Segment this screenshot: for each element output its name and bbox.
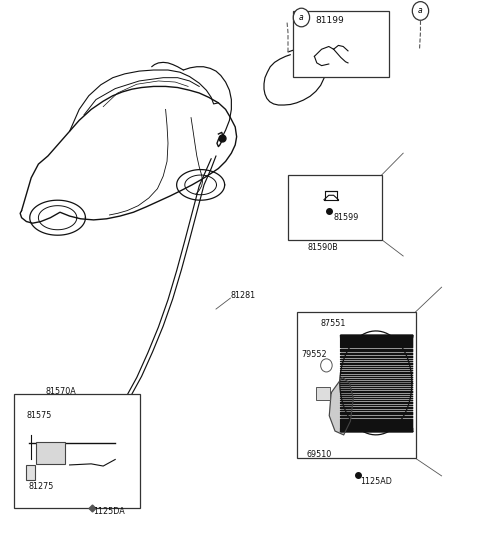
Bar	[26, 465, 35, 480]
Bar	[297, 312, 416, 458]
Bar	[293, 11, 389, 77]
Text: 1125AD: 1125AD	[360, 477, 392, 486]
Circle shape	[293, 8, 310, 27]
Text: a: a	[418, 7, 423, 15]
Polygon shape	[329, 377, 353, 435]
Text: 81599: 81599	[334, 213, 359, 222]
Text: 81575: 81575	[26, 411, 52, 420]
Text: 81275: 81275	[29, 482, 54, 491]
Text: 87551: 87551	[321, 319, 346, 328]
Bar	[36, 442, 65, 464]
Text: a: a	[299, 13, 304, 22]
Text: 81281: 81281	[230, 291, 255, 300]
Text: 79552: 79552	[301, 350, 327, 359]
Circle shape	[412, 2, 429, 20]
Text: 69510: 69510	[306, 450, 332, 458]
Text: 1125DA: 1125DA	[94, 507, 125, 516]
Circle shape	[321, 359, 332, 372]
Text: 81199: 81199	[315, 16, 344, 25]
Bar	[316, 387, 330, 400]
Bar	[14, 394, 140, 508]
Bar	[288, 175, 382, 240]
Text: 81590B: 81590B	[307, 243, 338, 252]
Text: 81570A: 81570A	[46, 387, 76, 395]
